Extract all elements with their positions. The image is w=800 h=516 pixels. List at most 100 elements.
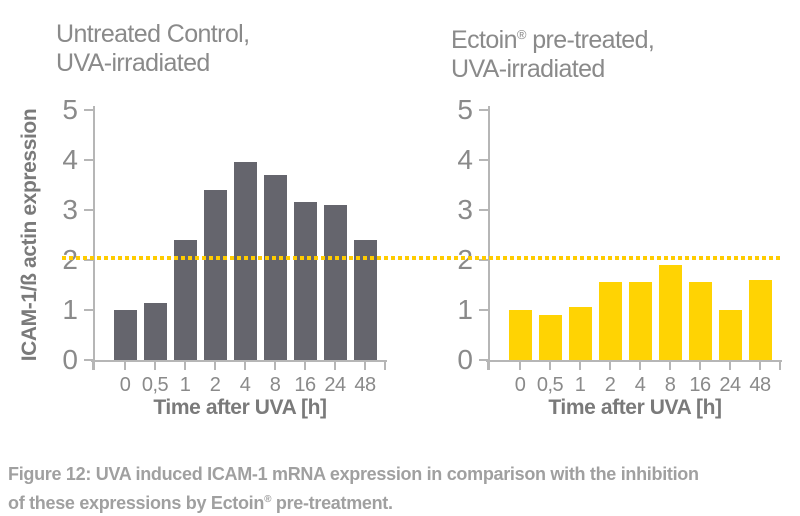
bar [509,310,532,360]
reference-line [62,255,783,260]
bar [539,315,562,360]
y-tick-label: 5 [457,94,473,125]
x-tick-label: 16 [689,374,711,396]
bar [234,162,257,360]
y-tick-mark [84,159,93,161]
x-tick-mark [699,362,701,370]
y-tick-label: 2 [62,244,78,275]
x-tick-label: 48 [354,374,376,396]
x-tick-mark [579,362,581,370]
bar [294,202,317,360]
x-tick-mark [669,362,671,370]
x-tick-label: 2 [604,374,616,396]
y-tick-label: 3 [457,194,473,225]
chart-title-line2: UVA-irradiated [56,49,210,77]
chart-title-ectoin: Ectoin® pre-treated, UVA-irradiated [451,20,655,84]
y-tick-mark [84,359,93,361]
chart-title-line2: UVA-irradiated [451,55,605,83]
bar [659,265,682,360]
bar [719,310,742,360]
y-tick-mark [479,109,488,111]
bar [264,175,287,360]
y-tick-label: 2 [457,244,473,275]
x-tick-mark [244,362,246,370]
x-tick-mark [184,362,186,370]
x-tick-mark [487,362,489,370]
bar [144,303,167,360]
bar [114,310,137,360]
y-axis-line [93,106,95,370]
bar [689,282,712,360]
bar [569,307,592,360]
chart-untreated-control: Untreated Control, UVA-irradiated ICAM-1/… [0,0,405,455]
bar [599,282,622,360]
x-tick-mark [639,362,641,370]
y-tick-mark [479,209,488,211]
x-tick-mark [214,362,216,370]
y-tick-mark [84,209,93,211]
x-tick-mark [274,362,276,370]
y-axis-line [488,106,490,370]
y-tick-label: 4 [62,144,78,175]
x-tick-label: 4 [239,374,251,396]
chart-ectoin-pretreated: Ectoin® pre-treated, UVA-irradiated Time … [395,0,800,455]
y-tick-label: 4 [457,144,473,175]
x-tick-mark [124,362,126,370]
x-tick-mark [759,362,761,370]
x-tick-mark [334,362,336,370]
x-tick-label: 8 [269,374,281,396]
x-tick-label: 16 [294,374,316,396]
x-axis-title: Time after UVA [h] [548,396,722,419]
x-tick-mark [384,362,386,370]
y-tick-mark [84,259,93,261]
x-tick-mark [92,362,94,370]
x-tick-label: 24 [719,374,741,396]
caption-line2: of these expressions by Ectoin® pre-trea… [8,487,798,516]
x-tick-mark [549,362,551,370]
y-tick-label: 5 [62,94,78,125]
chart-title-untreated: Untreated Control, UVA-irradiated [56,20,250,78]
chart-title-line1: Untreated Control, [56,20,250,48]
y-tick-label: 1 [457,294,473,325]
x-tick-mark [609,362,611,370]
y-tick-mark [84,109,93,111]
x-tick-label: 48 [749,374,771,396]
caption-line1: Figure 12: UVA induced ICAM-1 mRNA expre… [8,464,699,484]
bar [324,205,347,360]
x-axis-title: Time after UVA [h] [153,396,327,419]
x-tick-mark [729,362,731,370]
bar [174,240,197,360]
y-tick-label: 0 [62,344,78,375]
x-tick-label: 8 [664,374,676,396]
bar [749,280,772,360]
registered-mark: ® [264,494,272,505]
caption-line2-text: of these expressions by Ectoin [8,493,265,513]
x-tick-mark [779,362,781,370]
x-tick-mark [304,362,306,370]
bar [629,282,652,360]
y-tick-mark [479,159,488,161]
x-tick-label: 0,5 [141,374,169,396]
chart-title-line1: Ectoin [451,26,517,54]
y-tick-mark [479,359,488,361]
chart-title-line1b: pre-treated, [525,26,655,54]
bar [204,190,227,360]
y-tick-mark [84,309,93,311]
y-tick-mark [479,259,488,261]
x-tick-mark [154,362,156,370]
y-tick-label: 1 [62,294,78,325]
figure-caption: Figure 12: UVA induced ICAM-1 mRNA expre… [8,462,798,516]
x-tick-label: 1 [179,374,191,396]
x-tick-label: 2 [209,374,221,396]
bar [354,240,377,360]
x-tick-mark [364,362,366,370]
x-tick-label: 4 [634,374,646,396]
x-tick-mark [519,362,521,370]
y-tick-label: 3 [62,194,78,225]
y-tick-mark [479,309,488,311]
y-tick-label: 0 [457,344,473,375]
x-axis-line [91,360,387,362]
x-tick-label: 0 [119,374,131,396]
registered-mark: ® [516,27,527,42]
